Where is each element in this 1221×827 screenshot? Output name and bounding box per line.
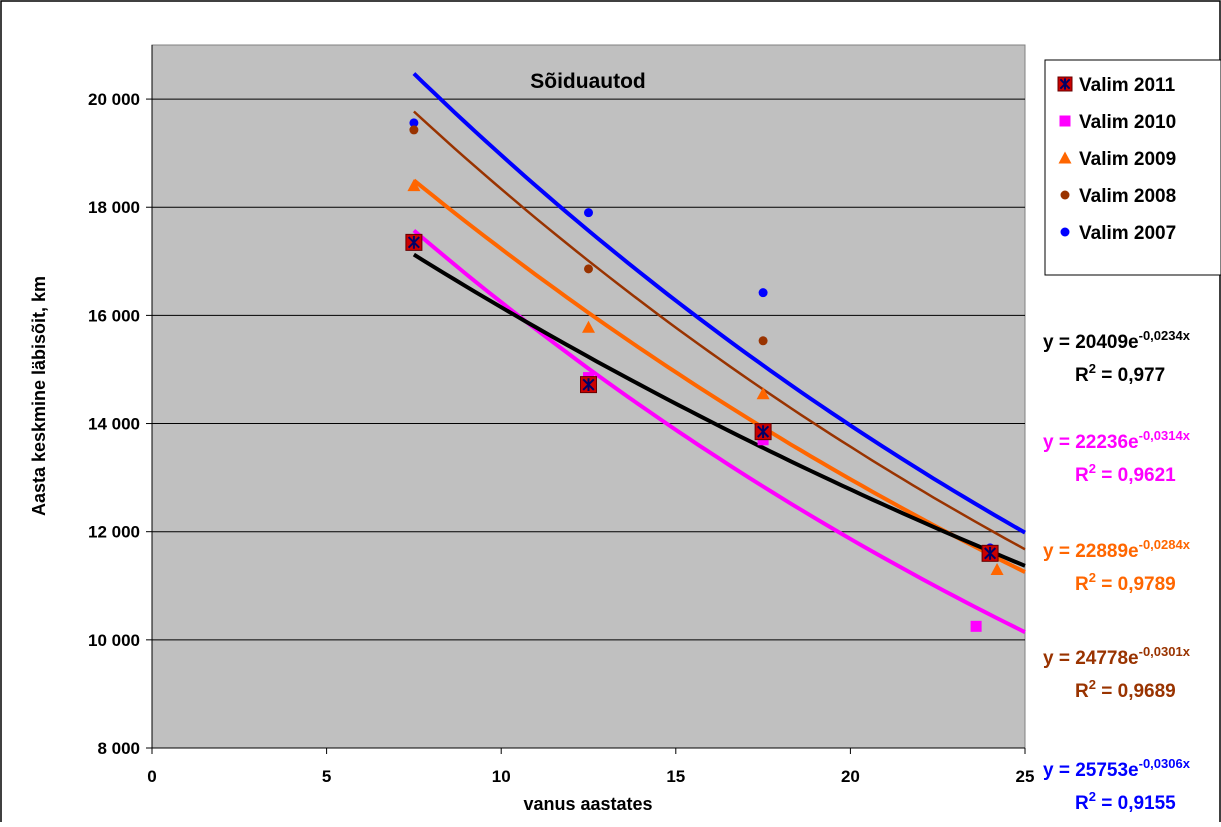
legend-marker-cross	[1059, 78, 1071, 90]
data-point	[409, 125, 419, 135]
equation-exponent: -0,0314x	[1139, 428, 1191, 443]
data-point	[970, 620, 982, 632]
x-axis-label: vanus aastates	[523, 794, 652, 814]
legend: Valim 2011 Valim 2010 Valim 2009 Valim 2008…	[1057, 75, 1176, 244]
data-point	[409, 118, 419, 128]
legend-marker	[1060, 227, 1070, 237]
x-tick-label: 20	[841, 767, 860, 786]
r-squared: R2 = 0,9621	[1075, 461, 1176, 486]
plot-background	[151, 44, 1026, 749]
data-point-cross	[757, 425, 770, 439]
r-squared: R2 = 0,9689	[1075, 677, 1176, 702]
x-tick-label: 0	[147, 767, 156, 786]
y-tick-label: 20 000	[88, 90, 140, 109]
data-point	[407, 179, 421, 192]
trend-lines	[412, 72, 1026, 634]
legend-label: Valim 2008	[1079, 186, 1176, 207]
r-squared-value: = 0,977	[1096, 365, 1165, 386]
trendline-valim-2009	[412, 178, 1026, 574]
trend-equation: y = 20409e-0,0234x	[1043, 328, 1191, 353]
data-point-cross	[582, 378, 595, 392]
legend-label: Valim 2010	[1079, 112, 1176, 133]
r-squared-exponent: 2	[1089, 789, 1096, 804]
r-squared-value: = 0,9155	[1096, 793, 1176, 814]
r-squared-exponent: 2	[1089, 461, 1096, 476]
chart-title: Sõiduautod	[530, 70, 645, 93]
axes	[151, 45, 1025, 749]
r-squared-value: = 0,9789	[1096, 574, 1176, 595]
legend-marker	[1060, 190, 1070, 200]
y-tick-label: 10 000	[88, 631, 140, 650]
equation-base: y = 20409e	[1043, 332, 1139, 353]
r-squared-label: R	[1075, 681, 1089, 702]
r-squared: R2 = 0,9155	[1075, 789, 1176, 814]
data-point	[990, 563, 1004, 576]
equation-exponent: -0,0284x	[1139, 537, 1191, 552]
grid-lines	[146, 98, 1026, 754]
r-squared-label: R	[1075, 365, 1089, 386]
x-tick-label: 10	[492, 767, 511, 786]
data-point	[584, 208, 593, 218]
y-tick-label: 18 000	[88, 198, 140, 217]
equation-exponent: -0,0306x	[1139, 756, 1191, 771]
y-tick-label: 14 000	[88, 415, 140, 434]
equation-base: y = 22889e	[1043, 541, 1139, 562]
trendline-valim-2008	[413, 110, 1026, 551]
trend-equation: y = 24778e-0,0301x	[1043, 644, 1191, 669]
data-point	[756, 387, 770, 400]
data-point	[758, 336, 768, 346]
y-tick-label: 16 000	[88, 306, 140, 325]
y-tick-label: 12 000	[88, 523, 140, 542]
legend-label: Valim 2009	[1079, 149, 1176, 170]
legend-box	[1044, 59, 1221, 276]
x-tick-label: 5	[322, 767, 331, 786]
trend-equation: y = 22889e-0,0284x	[1043, 537, 1191, 562]
trendline-valim-2011	[412, 252, 1026, 568]
equation-base: y = 24778e	[1043, 648, 1139, 669]
legend-label: Valim 2011	[1079, 75, 1176, 96]
equation-base: y = 25753e	[1043, 760, 1139, 781]
legend-label: Valim 2007	[1079, 223, 1176, 244]
legend-marker	[1059, 115, 1071, 127]
r-squared-value: = 0,9689	[1096, 681, 1176, 702]
trendline-valim-2007	[412, 72, 1026, 535]
r-squared-exponent: 2	[1089, 361, 1096, 376]
equation-base: y = 22236e	[1043, 432, 1139, 453]
r-squared-label: R	[1075, 465, 1089, 486]
r-squared-exponent: 2	[1089, 570, 1096, 585]
y-tick-label: 8 000	[97, 739, 140, 758]
trend-equation: y = 22236e-0,0314x	[1043, 428, 1191, 453]
data-point	[758, 288, 768, 298]
r-squared: R2 = 0,977	[1075, 361, 1165, 386]
tick-labels: 8 000 10 000 12 000 14 000 16 000 18 000 20 00…	[88, 90, 1034, 786]
x-tick-label: 15	[666, 767, 685, 786]
trend-equation: y = 25753e-0,0306x	[1043, 756, 1191, 781]
data-point-cross	[984, 546, 997, 560]
r-squared-label: R	[1075, 793, 1089, 814]
r-squared: R2 = 0,9789	[1075, 570, 1176, 595]
r-squared-exponent: 2	[1089, 677, 1096, 692]
equation-exponent: -0,0234x	[1139, 328, 1191, 343]
data-point	[582, 320, 595, 333]
data-point	[584, 264, 593, 274]
r-squared-label: R	[1075, 574, 1089, 595]
equation-exponent: -0,0301x	[1139, 644, 1191, 659]
y-axis-label: Aasta keskmine läbisõit, km	[29, 276, 49, 516]
r-squared-value: = 0,9621	[1096, 465, 1176, 486]
x-tick-label: 25	[1016, 767, 1035, 786]
legend-marker	[1058, 151, 1072, 164]
data-point-cross	[407, 235, 420, 249]
data-points	[405, 118, 1004, 632]
